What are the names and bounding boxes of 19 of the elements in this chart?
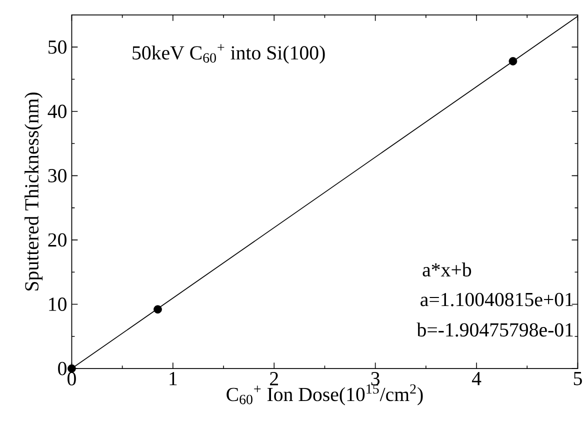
point: [154, 305, 162, 314]
x-axis-title: C$_{60}$$^{+}$ Ion Dose(10$^{15}$/cm$^{2}$): [226, 384, 423, 406]
y-tick-label: 50: [48, 40, 66, 54]
y-tick-label: 30: [48, 168, 66, 182]
annotation: b=-1.90475798e-01: [416, 322, 573, 337]
y-axis-title: Sputtered Thickness(nm): [24, 92, 43, 290]
x-tick-label: 1: [170, 372, 177, 386]
x-tick-label: 2: [270, 372, 278, 386]
point: [508, 56, 518, 66]
annotation: a*x+b: [422, 262, 472, 276]
x-tick-label: 4: [472, 372, 482, 385]
x-tick-label: 0: [68, 372, 76, 386]
y-tick-label: 20: [48, 233, 66, 247]
y-tick-label: 10: [49, 297, 66, 311]
y-tick-label: 0: [58, 362, 66, 376]
annotation: a=1.10040815e+01: [420, 292, 573, 306]
annotation: 50keV C$_{60}$$^{+}$ into Si(100): [132, 44, 325, 64]
y-tick-label: 40: [48, 104, 66, 118]
x-tick-label: 5: [574, 372, 582, 386]
